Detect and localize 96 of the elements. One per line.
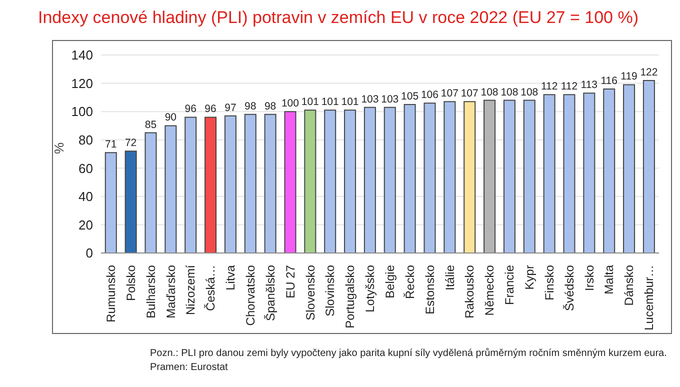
data-label: 105 (401, 90, 419, 102)
y-tick-label: 60 (78, 160, 93, 176)
bar (244, 114, 256, 253)
data-label: 101 (341, 96, 359, 108)
y-tick-label: 120 (71, 76, 93, 91)
x-tick-label: Maďarsko (164, 264, 178, 318)
x-tick-label: Irsko (582, 264, 596, 292)
data-label: 108 (520, 86, 538, 98)
bar (444, 101, 456, 253)
chart-title: Indexy cenové hladiny (PLI) potravin v zemích EU v roce 2022 (EU 27 = 100 %) (38, 8, 638, 28)
x-tick-label: Itálie (442, 264, 457, 290)
x-tick-label: Litva (224, 264, 238, 290)
x-tick-label: Švédsko (562, 264, 576, 312)
x-tick-label: Česká… (204, 265, 218, 312)
bar (503, 100, 516, 253)
y-tick-label: 40 (78, 189, 93, 204)
x-tick-label: Polsko (124, 264, 138, 302)
data-label: 103 (381, 93, 399, 106)
y-tick-label: 0 (86, 246, 93, 261)
data-label: 107 (460, 88, 479, 100)
x-tick-label: Rakousko (462, 264, 477, 318)
data-label: 90 (164, 112, 177, 124)
bar (404, 104, 416, 253)
bar (583, 92, 596, 253)
data-label: 85 (144, 118, 157, 131)
y-tick-label: 100 (71, 104, 93, 120)
data-label: 96 (184, 103, 197, 116)
x-tick-label: Nizozemí (184, 264, 198, 316)
bar (324, 110, 336, 253)
bar (344, 110, 356, 253)
data-label: 96 (204, 103, 217, 116)
bar (603, 88, 616, 253)
x-tick-label: Bulharsko (144, 264, 158, 318)
y-tick-label: 80 (78, 132, 93, 148)
bar (264, 114, 276, 253)
bar (563, 94, 576, 253)
bar (642, 80, 655, 253)
x-tick-label: Slovinsko (323, 264, 338, 316)
bar (304, 110, 316, 253)
bar (184, 116, 197, 253)
x-tick-label: Francie (502, 264, 517, 306)
data-label: 119 (620, 70, 638, 83)
data-label: 100 (281, 98, 300, 110)
data-label: 108 (480, 86, 498, 98)
bar (523, 100, 536, 253)
x-tick-label: Španělsko (263, 264, 278, 322)
y-tick-label: 20 (78, 217, 93, 232)
x-tick-label: Kypr (522, 265, 536, 290)
text: Pramen: Eurostat (150, 361, 229, 375)
x-tick-label: Finsko (542, 264, 556, 300)
data-label: 71 (105, 138, 117, 151)
x-tick-label: Lucembur… (642, 265, 656, 330)
x-tick-label: Chorvatsko (243, 264, 258, 326)
bar (144, 132, 157, 253)
data-label: 116 (600, 74, 618, 87)
x-tick-label: Německo (482, 264, 497, 316)
data-label: 97 (224, 102, 236, 114)
data-label: 122 (640, 66, 658, 78)
bar (164, 125, 177, 253)
data-label: 101 (301, 96, 320, 108)
x-tick-label: Malta (602, 264, 616, 294)
x-tick-label: Řecko (402, 264, 417, 300)
x-tick-label: EU 27 (283, 264, 298, 298)
bar (384, 106, 396, 253)
x-tick-label: Portugalsko (343, 264, 358, 328)
data-label: 113 (580, 79, 598, 92)
bar (424, 102, 436, 253)
bar (623, 84, 636, 253)
bar (204, 116, 217, 253)
x-tick-label: Belgie (382, 264, 397, 298)
data-label: 107 (440, 88, 459, 100)
data-label: 106 (420, 89, 439, 102)
data-label: 98 (264, 100, 276, 112)
data-label: 112 (540, 80, 558, 93)
data-label: 108 (500, 86, 518, 98)
data-label: 98 (244, 100, 256, 112)
bar (284, 111, 296, 253)
data-label: 112 (560, 80, 578, 93)
data-label: 103 (361, 93, 379, 106)
bar (224, 115, 236, 253)
bar (543, 94, 556, 253)
x-tick-label: Dánsko (622, 264, 636, 306)
bar (104, 152, 117, 253)
bar (464, 101, 476, 253)
text: Pozn.: PLI pro danou zemi byly vypočteny jako parita kupní síly vydělená průměrným ročním směnným kurzem eura. (150, 347, 667, 361)
x-tick-label: Estonsko (422, 264, 437, 314)
data-label: 101 (321, 96, 340, 108)
bar (124, 150, 137, 253)
y-axis-title: % (52, 142, 67, 154)
x-tick-label: Rumunsko (104, 264, 118, 322)
bar (484, 100, 496, 253)
data-label: 72 (124, 137, 137, 150)
y-tick-label: 140 (71, 48, 93, 63)
bar (364, 106, 376, 253)
x-tick-label: Lotyšsko (363, 264, 378, 312)
x-tick-label: Slovensko (303, 264, 318, 320)
